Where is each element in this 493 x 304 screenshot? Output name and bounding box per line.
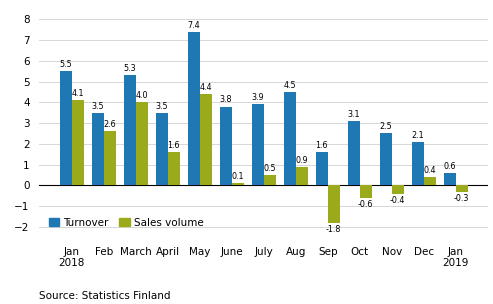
Text: 2.5: 2.5	[380, 123, 392, 131]
Bar	[60, 71, 71, 185]
Text: 0.9: 0.9	[295, 156, 308, 164]
Text: 4.0: 4.0	[136, 91, 148, 100]
Text: 3.5: 3.5	[92, 102, 104, 111]
Text: -0.4: -0.4	[390, 196, 405, 205]
Text: 0.6: 0.6	[444, 162, 456, 171]
Text: 7.4: 7.4	[187, 21, 200, 30]
Bar	[360, 185, 372, 198]
Legend: Turnover, Sales volume: Turnover, Sales volume	[45, 214, 208, 232]
Bar	[104, 131, 115, 185]
Bar	[220, 106, 232, 185]
Text: 3.9: 3.9	[251, 93, 264, 102]
Bar	[380, 133, 392, 185]
Text: 0.5: 0.5	[263, 164, 276, 173]
Text: 0.4: 0.4	[423, 166, 436, 175]
Bar	[188, 32, 200, 185]
Text: 3.5: 3.5	[155, 102, 168, 111]
Bar	[232, 183, 244, 185]
Text: 5.3: 5.3	[123, 64, 136, 73]
Bar	[136, 102, 147, 185]
Bar	[200, 94, 211, 185]
Bar	[252, 105, 264, 185]
Bar	[124, 75, 136, 185]
Text: 1.6: 1.6	[168, 141, 180, 150]
Bar	[168, 152, 179, 185]
Bar	[92, 113, 104, 185]
Text: -0.6: -0.6	[358, 200, 373, 209]
Bar	[284, 92, 296, 185]
Text: Source: Statistics Finland: Source: Statistics Finland	[39, 291, 171, 301]
Bar	[328, 185, 340, 223]
Bar	[392, 185, 404, 194]
Text: 4.1: 4.1	[71, 89, 84, 98]
Text: 1.6: 1.6	[316, 141, 328, 150]
Text: -0.3: -0.3	[454, 194, 469, 202]
Text: 2.1: 2.1	[412, 131, 424, 140]
Bar	[412, 142, 424, 185]
Bar	[348, 121, 360, 185]
Bar	[456, 185, 468, 192]
Text: 5.5: 5.5	[59, 60, 72, 69]
Bar	[424, 177, 436, 185]
Text: 4.5: 4.5	[283, 81, 296, 90]
Text: 0.1: 0.1	[231, 172, 244, 181]
Text: 4.4: 4.4	[199, 83, 212, 92]
Bar	[156, 113, 168, 185]
Bar	[71, 100, 83, 185]
Text: 3.8: 3.8	[219, 95, 232, 105]
Bar	[316, 152, 328, 185]
Bar	[296, 167, 308, 185]
Text: -1.8: -1.8	[326, 225, 341, 234]
Text: 3.1: 3.1	[348, 110, 360, 119]
Bar	[444, 173, 456, 185]
Bar	[264, 175, 276, 185]
Text: 2.6: 2.6	[104, 120, 116, 129]
